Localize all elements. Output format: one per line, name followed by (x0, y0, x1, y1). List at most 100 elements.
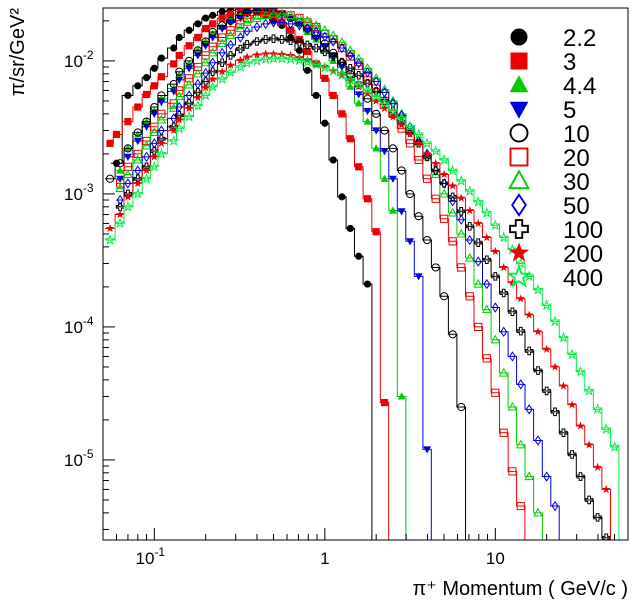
data-point (262, 18, 270, 30)
data-point (516, 501, 525, 511)
data-point (430, 169, 441, 179)
series-line-30 (116, 13, 543, 540)
axis-layer: 10-5 10-4 10-3 10-2 10-1 1 10 π⁺ Momentum ( GeV… (7, 7, 629, 600)
legend-item: 200 (508, 241, 603, 268)
data-point (397, 208, 406, 216)
data-point (473, 238, 483, 247)
data-point (464, 185, 476, 196)
data-point (508, 351, 516, 362)
data-point (497, 231, 510, 243)
data-point (559, 381, 568, 390)
data-point (208, 27, 217, 37)
data-point (465, 222, 475, 231)
legend-marker (506, 263, 532, 288)
legend-label: 3 (563, 49, 576, 76)
data-point (192, 99, 204, 111)
data-point (234, 60, 247, 72)
data-point (584, 440, 594, 449)
legend-label: 2.2 (563, 25, 596, 52)
data-point (405, 129, 415, 139)
data-point (337, 37, 347, 46)
y-tick-label: 10-2 (64, 48, 94, 71)
data-point (168, 103, 179, 112)
data-point (516, 294, 526, 303)
data-point (431, 263, 440, 272)
data-point (150, 102, 159, 112)
data-point (481, 206, 493, 218)
data-point (284, 53, 297, 65)
data-point (269, 8, 278, 16)
data-point (209, 57, 217, 68)
data-point (201, 77, 210, 86)
data-point (253, 8, 261, 15)
data-point (112, 130, 121, 139)
data-point (421, 137, 433, 149)
data-point (456, 193, 466, 202)
data-point (116, 166, 125, 174)
data-point (455, 175, 467, 186)
data-point (218, 14, 226, 22)
data-point (473, 218, 483, 228)
data-point (124, 91, 132, 100)
data-point (364, 67, 372, 78)
data-point (124, 117, 132, 126)
data-point (241, 57, 253, 69)
data-point (286, 36, 295, 45)
data-point (202, 25, 210, 33)
data-point (226, 16, 235, 25)
data-point (500, 326, 508, 337)
legend-label: 30 (563, 169, 590, 196)
data-point (320, 61, 330, 71)
data-point (217, 67, 227, 76)
data-point (259, 53, 272, 65)
data-point (242, 17, 252, 26)
data-point (533, 327, 543, 336)
data-point (380, 174, 389, 182)
data-point (303, 55, 312, 64)
legend-item: 2.2 (510, 25, 596, 52)
legend-item: 50 (511, 193, 590, 220)
data-point (208, 42, 217, 51)
data-point (448, 192, 457, 202)
data-point (303, 47, 311, 55)
data-point (380, 103, 389, 112)
data-point (507, 401, 518, 411)
data-point (338, 42, 346, 54)
data-point (295, 35, 304, 44)
data-point (423, 174, 432, 183)
data-point (287, 33, 295, 42)
data-point (134, 82, 142, 90)
data-point (429, 145, 442, 156)
data-point (474, 256, 482, 267)
data-point (465, 292, 474, 301)
data-point (431, 166, 440, 175)
data-point (370, 90, 382, 102)
data-point (133, 149, 142, 158)
data-point (193, 46, 202, 55)
data-point (218, 8, 226, 16)
data-point (142, 73, 151, 82)
data-point (148, 160, 161, 172)
data-point (352, 78, 365, 90)
legend-label: 20 (563, 145, 590, 172)
data-point (175, 67, 184, 76)
data-point (319, 61, 331, 73)
series-200 (105, 49, 611, 540)
data-point (431, 158, 440, 167)
data-point (303, 66, 311, 74)
data-point (235, 23, 246, 33)
data-point (142, 117, 151, 125)
data-point (123, 144, 132, 152)
data-point (134, 103, 142, 111)
data-point (303, 23, 311, 34)
data-point (515, 439, 526, 449)
data-point (337, 57, 347, 67)
series-20 (116, 8, 526, 540)
data-point (465, 206, 475, 215)
data-point (448, 330, 457, 339)
data-point (123, 169, 133, 179)
x-tick-label: 10-1 (136, 545, 166, 568)
data-point (473, 278, 484, 288)
data-point (346, 135, 354, 143)
data-point (217, 58, 227, 67)
